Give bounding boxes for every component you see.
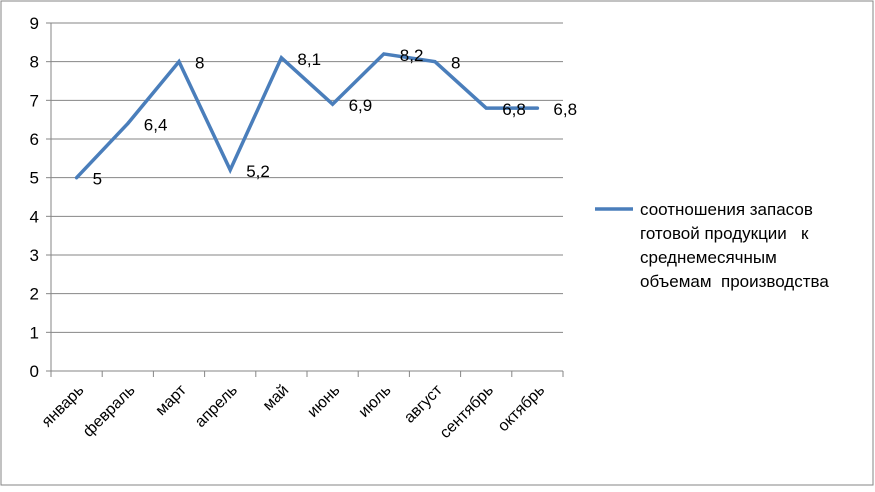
legend-text-line-1: готовой продукции к bbox=[640, 224, 809, 243]
axes bbox=[46, 22, 564, 377]
data-label-9: 6,8 bbox=[553, 100, 577, 119]
y-tick-label-1: 1 bbox=[30, 323, 39, 342]
data-label-5: 6,9 bbox=[349, 96, 373, 115]
y-tick-label-0: 0 bbox=[30, 362, 39, 381]
y-tick-label-8: 8 bbox=[30, 53, 39, 72]
y-tick-label-3: 3 bbox=[30, 246, 39, 265]
gridlines bbox=[51, 22, 563, 333]
y-tick-label-2: 2 bbox=[30, 285, 39, 304]
data-label-4: 8,1 bbox=[297, 50, 321, 69]
data-label-7: 8 bbox=[451, 54, 460, 73]
data-point-4 bbox=[280, 57, 282, 59]
series bbox=[74, 52, 540, 180]
data-point-3 bbox=[229, 169, 231, 171]
y-tick-label-4: 4 bbox=[30, 207, 39, 226]
y-tick-label-5: 5 bbox=[30, 169, 39, 188]
data-point-7 bbox=[434, 61, 436, 63]
data-label-2: 8 bbox=[195, 54, 204, 73]
y-tick-label-7: 7 bbox=[30, 91, 39, 110]
data-label-8: 6,8 bbox=[502, 100, 526, 119]
data-label-3: 5,2 bbox=[246, 162, 270, 181]
y-tick-labels: 0 1 2 3 4 5 6 7 8 9 bbox=[30, 14, 39, 381]
data-label-0: 5 bbox=[93, 170, 102, 189]
data-point-8 bbox=[485, 107, 487, 109]
legend: соотношения запасов готовой продукции к ср… bbox=[595, 200, 829, 291]
legend-text-line-2: среднемесячным bbox=[640, 248, 777, 267]
y-tick-label-6: 6 bbox=[30, 130, 39, 149]
data-point-9 bbox=[536, 107, 538, 109]
data-point-0 bbox=[76, 177, 78, 179]
data-point-1 bbox=[127, 123, 129, 125]
series-line bbox=[74, 52, 540, 180]
data-point-6 bbox=[383, 53, 385, 55]
data-point-2 bbox=[178, 61, 180, 63]
y-tick-label-9: 9 bbox=[30, 14, 39, 33]
legend-text-line-3: объемам производства bbox=[640, 272, 829, 291]
legend-text-line-0: соотношения запасов bbox=[640, 200, 813, 219]
data-point-5 bbox=[332, 103, 334, 105]
data-labels: 5 6,4 8 5,2 8,1 6,9 8,2 8 6,8 6,8 bbox=[93, 46, 577, 189]
data-label-1: 6,4 bbox=[144, 116, 168, 135]
data-label-6: 8,2 bbox=[400, 46, 424, 65]
